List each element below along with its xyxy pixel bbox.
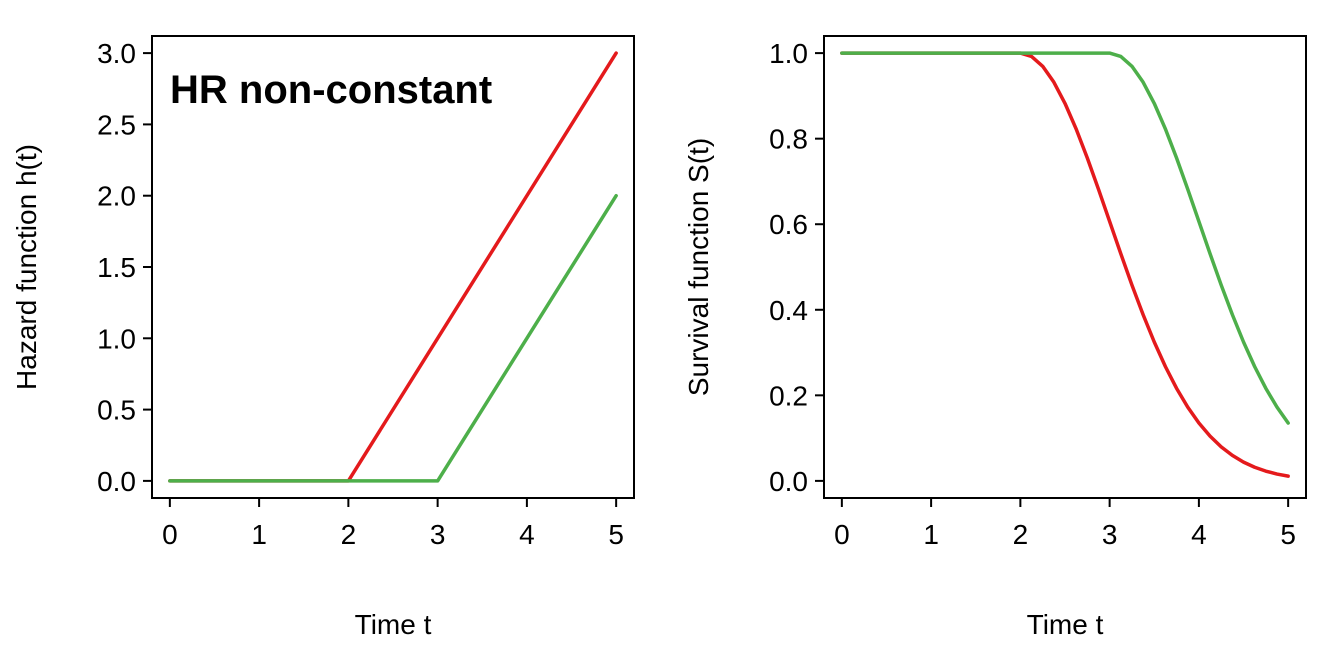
y-tick-label: 1.5 xyxy=(97,252,136,283)
y-tick-label: 1.0 xyxy=(97,323,136,354)
series-line-survival-green xyxy=(840,51,1290,425)
hazard-x-axis-label: Time t xyxy=(355,609,432,640)
plot-box xyxy=(823,35,1307,499)
hazard-panel: 0 1 2 3 4 5 0.0 0.5 1.0 1.5 2.0 2.5 3.0 HR non-const… xyxy=(11,35,635,640)
hazard-chart-svg: 0 1 2 3 4 5 0.0 0.5 1.0 1.5 2.0 2.5 3.0 HR non-const… xyxy=(11,35,635,640)
x-tick-label: 1 xyxy=(923,519,939,550)
series-line-hazard-green xyxy=(168,193,618,483)
survival-chart-svg: 0 1 2 3 4 5 0.0 0.2 0.4 0.6 0.8 1.0 Time t Survival… xyxy=(683,35,1307,640)
x-tick-label: 0 xyxy=(834,519,850,550)
x-tick-label: 4 xyxy=(1191,519,1207,550)
x-tick-label: 1 xyxy=(251,519,267,550)
y-tick-label: 1.0 xyxy=(769,38,808,69)
y-tick-label: 0.6 xyxy=(769,209,808,240)
survival-plot-area: 0 1 2 3 4 5 0.0 0.2 0.4 0.6 0.8 1.0 xyxy=(769,35,1307,550)
y-tick-label: 0.8 xyxy=(769,124,808,155)
x-tick-label: 3 xyxy=(1102,519,1118,550)
x-tick-label: 2 xyxy=(341,519,357,550)
y-tick-label: 0.2 xyxy=(769,380,808,411)
y-tick-label: 0.5 xyxy=(97,395,136,426)
y-tick-label: 0.0 xyxy=(769,466,808,497)
x-tick-label: 5 xyxy=(608,519,624,550)
y-tick-label: 2.5 xyxy=(97,109,136,140)
y-tick-label: 0.0 xyxy=(97,466,136,497)
survival-x-axis-label: Time t xyxy=(1027,609,1104,640)
x-tick-label: 0 xyxy=(162,519,178,550)
y-tick-label: 3.0 xyxy=(97,38,136,69)
survival-y-axis-label: Survival function S(t) xyxy=(683,138,714,396)
y-tick-label: 0.4 xyxy=(769,295,808,326)
plot-box xyxy=(151,35,635,499)
series-line-survival-red xyxy=(840,51,1290,478)
x-tick-label: 5 xyxy=(1280,519,1296,550)
x-tick-label: 3 xyxy=(430,519,446,550)
hazard-annotation: HR non-constant xyxy=(170,68,492,112)
hazard-plot-area: 0 1 2 3 4 5 0.0 0.5 1.0 1.5 2.0 2.5 3.0 xyxy=(97,35,635,550)
x-tick-label: 2 xyxy=(1013,519,1029,550)
hazard-y-axis-label: Hazard function h(t) xyxy=(11,144,42,390)
y-tick-label: 2.0 xyxy=(97,181,136,212)
survival-panel: 0 1 2 3 4 5 0.0 0.2 0.4 0.6 0.8 1.0 Time t Survival… xyxy=(672,0,1344,672)
series-line-hazard-red xyxy=(168,51,618,483)
x-tick-label: 4 xyxy=(519,519,535,550)
